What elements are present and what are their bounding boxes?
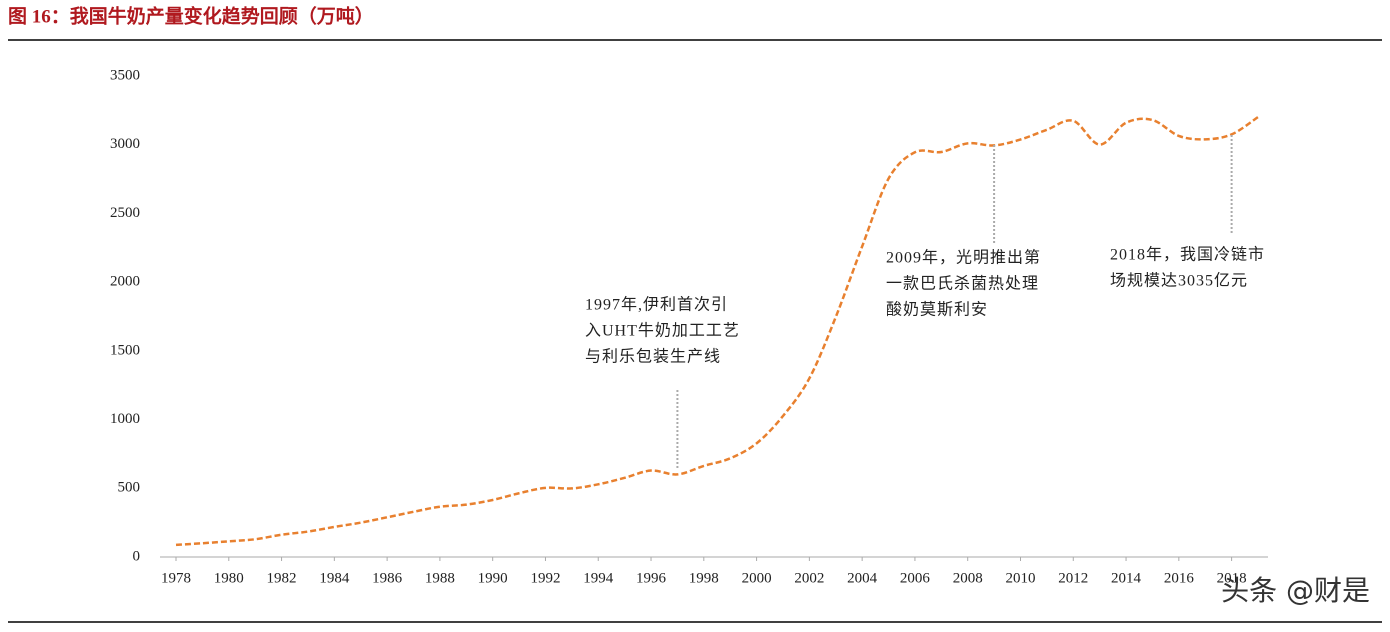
y-tick-label: 2000 [110,274,140,290]
x-tick-label: 1996 [636,570,667,586]
x-tick-label: 2004 [847,570,878,586]
data-line [175,116,1259,547]
y-tick-label: 3000 [110,136,140,152]
x-tick-label: 2016 [1164,570,1195,586]
annotation-text: 一款巴氏杀菌热处理 [886,275,1039,293]
x-tick-label: 1988 [425,570,455,586]
annotation-text: 酸奶莫斯利安 [886,301,988,319]
x-tick-label: 1992 [530,570,560,586]
annotation-text: 2018年，我国冷链市 [1110,246,1265,264]
y-tick-label: 2500 [110,205,140,221]
x-tick-label: 1980 [214,570,244,586]
x-tick-label: 2012 [1058,570,1088,586]
x-tick-label: 1978 [161,570,191,586]
x-tick-label: 2008 [953,570,983,586]
annotation-text: 与利乐包装生产线 [585,348,721,366]
x-tick-label: 2018 [1217,570,1247,586]
y-tick-label: 500 [118,480,141,496]
watermark: 头条 @财是 [1221,574,1370,607]
y-tick-label: 3500 [110,67,140,83]
y-tick-label: 1000 [110,411,140,427]
x-tick-label: 1990 [478,570,508,586]
annotation-text: 1997年,伊利首次引 [585,296,728,314]
annotation-text: 场规模达3035亿元 [1110,272,1248,290]
y-tick-label: 0 [133,548,141,564]
x-tick-label: 1994 [583,570,614,586]
y-tick-label: 1500 [110,342,140,358]
annotation-text: 2009年，光明推出第 [886,249,1041,267]
x-tick-label: 2002 [794,570,824,586]
x-tick-label: 1984 [319,570,350,586]
x-tick-label: 2006 [900,570,931,586]
x-tick-label: 1998 [689,570,719,586]
x-tick-label: 2010 [1005,570,1035,586]
x-tick-label: 1982 [267,570,297,586]
x-tick-label: 2000 [742,570,772,586]
annotation-text: 入UHT牛奶加工工艺 [585,322,740,340]
chart-title: 图 16：我国牛奶产量变化趋势回顾（万吨） [8,4,374,27]
x-tick-label: 1986 [372,570,403,586]
x-tick-label: 2014 [1111,570,1142,586]
